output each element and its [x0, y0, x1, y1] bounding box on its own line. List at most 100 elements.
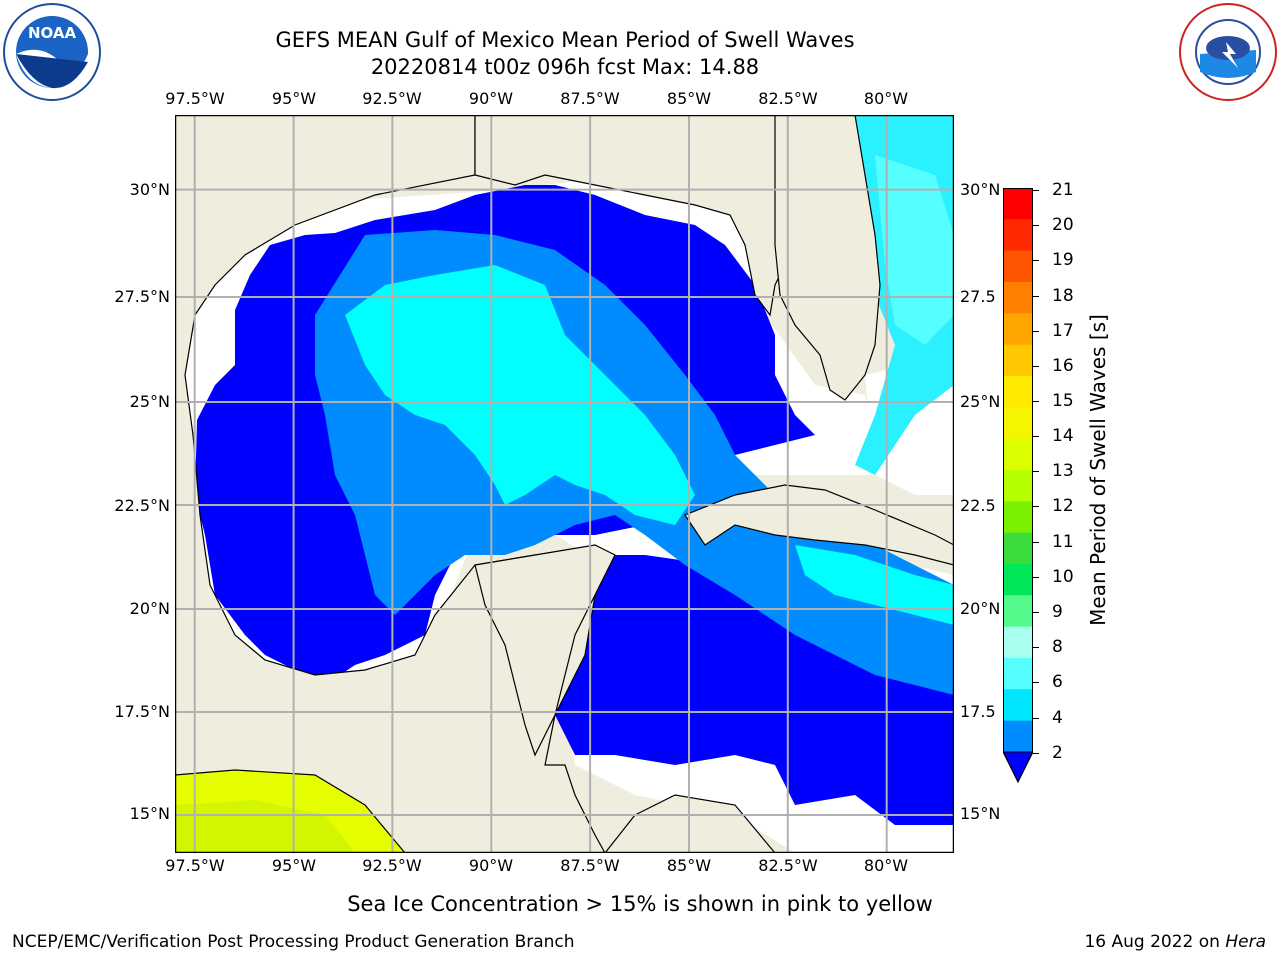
nws-logo — [1178, 2, 1278, 102]
lon-tick-label: 97.5°W — [165, 856, 225, 875]
lon-tick-label: 90°W — [468, 89, 514, 108]
colorbar-swatch — [1003, 626, 1033, 659]
colorbar-extend-arrow — [1002, 751, 1034, 784]
colorbar-swatch — [1003, 376, 1033, 408]
lat-tick-label: 20°N — [129, 599, 170, 618]
colorbar-tick-label: 6 — [1052, 672, 1063, 692]
colorbar-tick-mark — [1033, 296, 1039, 297]
colorbar-swatch — [1003, 720, 1033, 753]
chart-title: GEFS MEAN Gulf of Mexico Mean Period of … — [275, 28, 855, 52]
lon-tick-label: 82.5°W — [758, 89, 818, 108]
lat-tick-label: 30°N — [960, 180, 1001, 199]
ice-caption: Sea Ice Concentration > 15% is shown in … — [347, 892, 933, 916]
colorbar-swatch — [1003, 532, 1033, 565]
colorbar-label: Mean Period of Swell Waves [s] — [1086, 314, 1110, 626]
colorbar-tick-mark — [1033, 753, 1039, 754]
footer-date: 16 Aug 2022 on — [1084, 932, 1226, 952]
lon-tick-label: 92.5°W — [362, 89, 422, 108]
lat-tick-label: 20°N — [960, 599, 1001, 618]
lon-tick-label: 95°W — [271, 856, 317, 875]
lon-tick-label: 80°W — [863, 89, 909, 108]
nws-logo-icon — [1179, 3, 1277, 101]
lat-tick-label: 22.5 — [960, 496, 996, 515]
colorbar-tick-label: 2 — [1052, 743, 1063, 763]
lon-tick-label: 95°W — [271, 89, 317, 108]
colorbar-tick-mark — [1033, 718, 1039, 719]
colorbar-swatch — [1003, 658, 1033, 690]
lat-tick-label: 17.5 — [960, 702, 996, 721]
colorbar-tick-mark — [1033, 471, 1039, 472]
colorbar-swatches — [1002, 188, 1034, 784]
ice-concentration-region-2 — [175, 800, 355, 853]
colorbar-swatch — [1003, 188, 1033, 220]
lat-tick-label: 30°N — [129, 180, 170, 199]
colorbar-tick-mark — [1033, 225, 1039, 226]
noaa-logo: NOAA — [2, 2, 102, 102]
lat-tick-label: 15°N — [129, 804, 170, 823]
lon-tick-label: 85°W — [666, 856, 712, 875]
colorbar-swatch — [1003, 250, 1033, 283]
lon-tick-label: 92.5°W — [362, 856, 422, 875]
lon-tick-label: 87.5°W — [560, 89, 620, 108]
land-yucatan — [474, 544, 616, 757]
colorbar-tick-mark — [1033, 436, 1039, 437]
lat-tick-label: 27.5°N — [114, 287, 170, 306]
colorbar-swatch — [1003, 407, 1033, 440]
colorbar-swatch — [1003, 344, 1033, 377]
colorbar — [1002, 188, 1034, 784]
colorbar-tick-label: 8 — [1052, 637, 1063, 657]
footer-right: 16 Aug 2022 on Hera — [1084, 932, 1266, 952]
swell-region-6-8 — [345, 265, 695, 525]
map-gridlines — [175, 115, 954, 853]
lat-tick-label: 15°N — [960, 804, 1001, 823]
colorbar-tick-mark — [1033, 401, 1039, 402]
colorbar-tick-mark — [1033, 366, 1039, 367]
colorbar-frame — [1003, 188, 1033, 784]
map-canvas — [175, 115, 954, 853]
colorbar-swatch — [1003, 470, 1033, 502]
land-florida — [774, 115, 881, 401]
colorbar-tick-mark — [1033, 542, 1039, 543]
lon-tick-label: 85°W — [666, 89, 712, 108]
colorbar-tick-mark — [1033, 331, 1039, 332]
noaa-logo-icon: NOAA — [3, 3, 101, 101]
lat-tick-label: 25°N — [960, 392, 1001, 411]
colorbar-tick-label: 19 — [1052, 250, 1074, 270]
colorbar-swatch — [1003, 689, 1033, 722]
colorbar-tick-label: 12 — [1052, 496, 1074, 516]
colorbar-swatch — [1003, 501, 1033, 534]
colorbar-tick-label: 10 — [1052, 567, 1074, 587]
colorbar-swatch — [1003, 219, 1033, 252]
colorbar-tick-label: 20 — [1052, 215, 1074, 235]
colorbar-tick-label: 21 — [1052, 180, 1074, 200]
colorbar-swatch — [1003, 313, 1033, 346]
lat-tick-label: 22.5°N — [114, 496, 170, 515]
colorbar-tick-label: 9 — [1052, 602, 1063, 622]
footer-left: NCEP/EMC/Verification Post Processing Pr… — [12, 932, 575, 952]
lon-tick-label: 97.5°W — [165, 89, 225, 108]
colorbar-tick-label: 11 — [1052, 532, 1074, 552]
colorbar-tick-label: 17 — [1052, 321, 1074, 341]
lon-tick-label: 82.5°W — [758, 856, 818, 875]
chart-subtitle: 20220814 t00z 096h fcst Max: 14.88 — [370, 55, 760, 79]
colorbar-swatch — [1003, 282, 1033, 314]
lat-tick-label: 25°N — [129, 392, 170, 411]
colorbar-tick-label: 4 — [1052, 708, 1063, 728]
lon-tick-label: 90°W — [468, 856, 514, 875]
lon-tick-label: 87.5°W — [560, 856, 620, 875]
colorbar-tick-mark — [1033, 190, 1039, 191]
colorbar-tick-mark — [1033, 260, 1039, 261]
colorbar-tick-label: 13 — [1052, 461, 1074, 481]
lon-tick-label: 80°W — [863, 856, 909, 875]
colorbar-tick-mark — [1033, 506, 1039, 507]
colorbar-swatch — [1003, 438, 1033, 471]
lat-tick-label: 17.5°N — [114, 702, 170, 721]
colorbar-tick-mark — [1033, 577, 1039, 578]
colorbar-tick-label: 18 — [1052, 286, 1074, 306]
noaa-logo-text: NOAA — [28, 24, 77, 42]
colorbar-tick-label: 15 — [1052, 391, 1074, 411]
swell-region-caribbean-6-8 — [795, 545, 954, 625]
colorbar-swatch — [1003, 595, 1033, 628]
map-frame — [175, 115, 954, 853]
land-mexico — [175, 115, 606, 853]
